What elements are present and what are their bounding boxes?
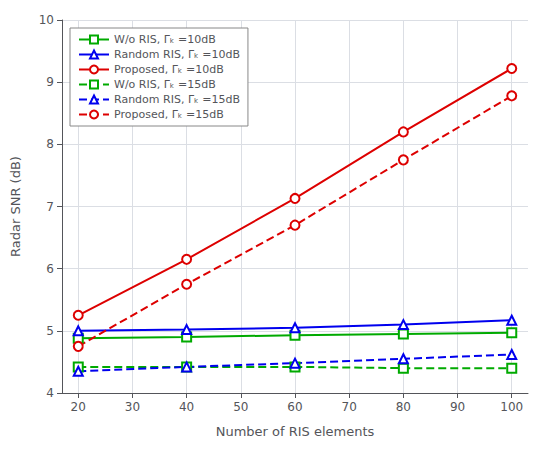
svg-text:10: 10 <box>39 13 54 27</box>
svg-text:40: 40 <box>179 400 194 414</box>
svg-text:100: 100 <box>500 400 523 414</box>
svg-text:30: 30 <box>125 400 140 414</box>
svg-text:20: 20 <box>71 400 86 414</box>
svg-text:6: 6 <box>46 262 54 276</box>
svg-text:7: 7 <box>46 200 54 214</box>
svg-text:Proposed, Γₖ =15dB: Proposed, Γₖ =15dB <box>114 108 224 121</box>
svg-text:W/o RIS, Γₖ =10dB: W/o RIS, Γₖ =10dB <box>114 33 216 46</box>
svg-text:Number of RIS elements: Number of RIS elements <box>216 424 375 439</box>
svg-text:90: 90 <box>450 400 465 414</box>
svg-text:Radar SNR (dB): Radar SNR (dB) <box>8 156 23 257</box>
svg-text:5: 5 <box>46 324 54 338</box>
svg-text:9: 9 <box>46 75 54 89</box>
svg-text:W/o RIS, Γₖ =15dB: W/o RIS, Γₖ =15dB <box>114 78 216 91</box>
svg-text:8: 8 <box>46 137 54 151</box>
svg-text:Random RIS, Γₖ =15dB: Random RIS, Γₖ =15dB <box>114 93 240 106</box>
svg-text:Random RIS, Γₖ =10dB: Random RIS, Γₖ =10dB <box>114 48 240 61</box>
svg-text:60: 60 <box>287 400 302 414</box>
svg-text:4: 4 <box>46 386 54 400</box>
svg-text:70: 70 <box>342 400 357 414</box>
svg-text:50: 50 <box>233 400 248 414</box>
svg-text:80: 80 <box>396 400 411 414</box>
svg-text:Proposed, Γₖ =10dB: Proposed, Γₖ =10dB <box>114 63 224 76</box>
